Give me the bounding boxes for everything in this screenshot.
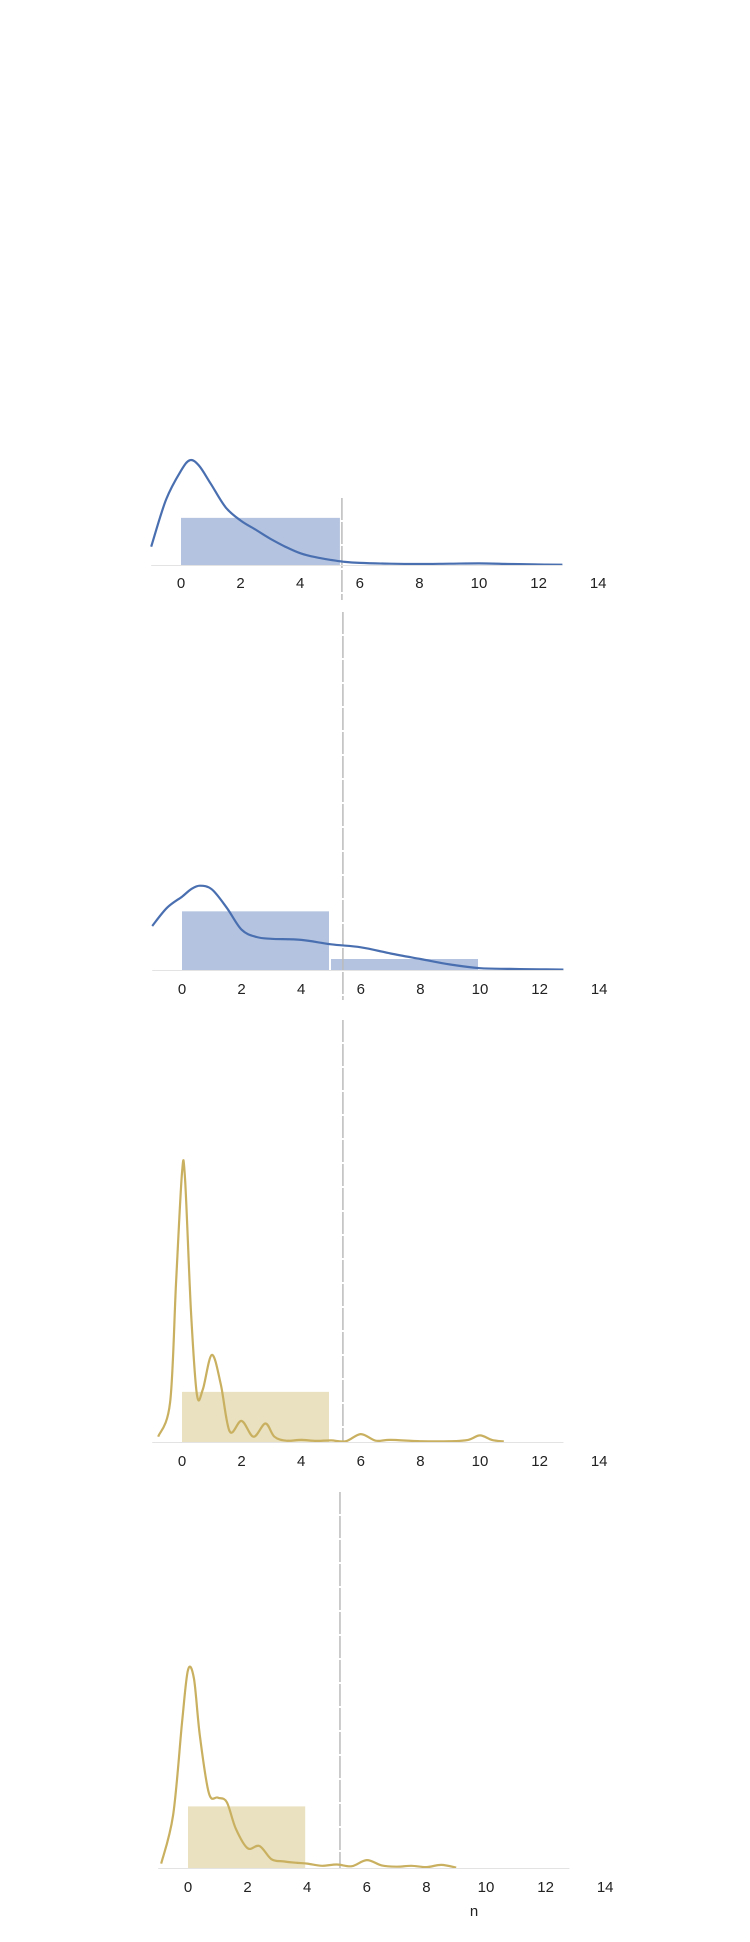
chart-panel-3: 0 2 4 6 8 10 12 14: [152, 1020, 608, 1470]
x-tick-label: 2: [237, 1453, 245, 1470]
x-tick-label: 8: [416, 1453, 424, 1470]
x-tick-label: 10: [471, 575, 488, 592]
chart-panel-1: 0 2 4 6 8 10 12 14: [150, 458, 607, 600]
x-tick-label: 8: [416, 981, 424, 998]
x-tick-label: 14: [590, 575, 607, 592]
x-tick-label: 6: [363, 1879, 371, 1896]
histogram-bar-1: [188, 1806, 306, 1868]
x-tick-label: 4: [303, 1879, 311, 1896]
histogram-bar-1: [182, 1391, 329, 1442]
x-tick-label: 6: [356, 575, 364, 592]
x-tick-label: 0: [178, 981, 186, 998]
x-tick-label: 8: [422, 1879, 430, 1896]
density-curve: [151, 884, 564, 971]
x-tick-label: 6: [357, 981, 365, 998]
x-tick-label: 0: [178, 1453, 186, 1470]
chart-panel-4: 0 2 4 6 8 10 12 14 n: [158, 1492, 614, 1920]
x-tick-label: 4: [297, 981, 305, 998]
x-tick-label: 12: [531, 1453, 548, 1470]
x-tick-label: 10: [472, 981, 489, 998]
x-tick-label: 12: [537, 1879, 554, 1896]
x-annotation: n: [470, 1903, 478, 1920]
x-tick-label: 14: [591, 981, 608, 998]
x-tick-label: 14: [591, 1453, 608, 1470]
x-tick-label: 10: [472, 1453, 489, 1470]
density-curve: [150, 458, 563, 566]
x-tick-label: 4: [296, 575, 304, 592]
density-curve: [157, 1159, 504, 1443]
x-tick-label: 2: [243, 1879, 251, 1896]
x-tick-label: 10: [478, 1879, 495, 1896]
x-tick-label: 6: [357, 1453, 365, 1470]
histogram-bar-2: [331, 959, 478, 970]
chart-panel-2: 0 2 4 6 8 10 12 14: [151, 612, 608, 1000]
x-tick-label: 0: [184, 1879, 192, 1896]
x-tick-label: 4: [297, 1453, 305, 1470]
x-tick-label: 14: [597, 1879, 614, 1896]
x-tick-label: 8: [415, 575, 423, 592]
x-tick-label: 2: [236, 575, 244, 592]
x-tick-label: 2: [237, 981, 245, 998]
x-tick-label: 12: [530, 575, 547, 592]
x-tick-label: 0: [177, 575, 185, 592]
x-tick-label: 12: [531, 981, 548, 998]
density-curve: [160, 1665, 457, 1869]
